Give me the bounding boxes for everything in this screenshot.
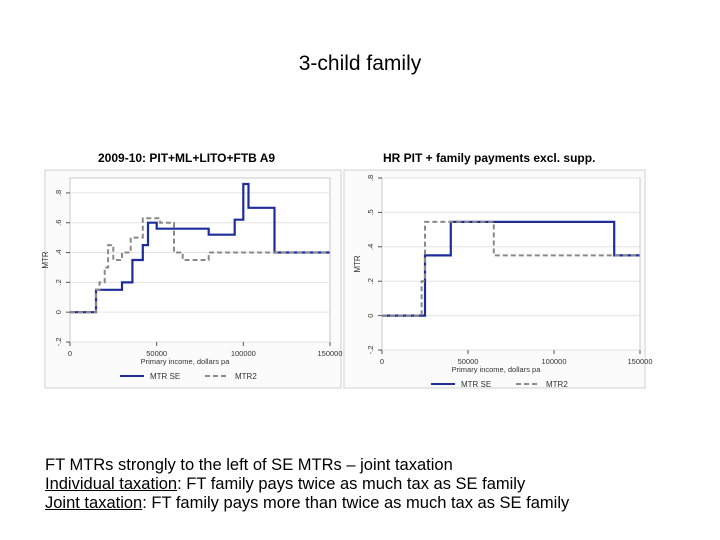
- x-axis-label: Primary income, dollars pa: [141, 357, 231, 366]
- y-tick-label: -.2: [366, 346, 375, 355]
- y-tick-label: 0: [366, 314, 375, 318]
- series-mtr-se-line: [70, 182, 330, 314]
- legend-label: MTR2: [235, 372, 257, 381]
- bullet-line-3-label: Joint taxation: [45, 494, 143, 512]
- x-tick-label: 100000: [231, 349, 256, 358]
- series-mtr2-line: [382, 220, 640, 317]
- series-mtr-se-line: [382, 220, 640, 317]
- x-tick-label: 150000: [317, 349, 342, 358]
- x-tick-label: 50000: [146, 349, 167, 358]
- legend-label: MTR SE: [150, 372, 180, 381]
- bullet-line-2-label: Individual taxation: [45, 475, 178, 493]
- chart-2-title: HR PIT + family payments excl. supp.: [383, 151, 596, 165]
- bullet-line-3: Joint taxation: FT family pays more than…: [45, 494, 569, 513]
- x-tick-label: 100000: [541, 357, 566, 366]
- legend-label: MTR SE: [461, 380, 491, 389]
- plot-area: [69, 177, 331, 343]
- y-tick-label: .4: [366, 244, 375, 250]
- bullet-line-1: FT MTRs strongly to the left of SE MTRs …: [45, 456, 453, 474]
- bullet-line-2: Individual taxation: FT family pays twic…: [45, 475, 569, 494]
- x-tick-label: 150000: [627, 357, 652, 366]
- y-tick-label: .2: [54, 279, 63, 285]
- bullet-line-3-text: : FT family pays more than twice as much…: [142, 494, 570, 512]
- y-tick-label: .4: [54, 249, 63, 255]
- y-tick-label: .8: [54, 190, 63, 196]
- legend-label: MTR2: [546, 380, 568, 389]
- y-axis-label: MTR: [41, 251, 50, 269]
- plot-area: [381, 177, 641, 351]
- x-axis-label: Primary income, dollars pa: [452, 365, 542, 374]
- x-tick-label: 50000: [458, 357, 479, 366]
- bullet-line-2-text: : FT family pays twice as much tax as SE…: [177, 475, 526, 493]
- y-tick-label: .2: [366, 278, 375, 284]
- slide-title: 3-child family: [298, 52, 422, 75]
- y-tick-label: .5: [366, 209, 375, 215]
- x-tick-label: 0: [68, 349, 72, 358]
- y-tick-label: .6: [54, 220, 63, 226]
- y-tick-label: -.2: [54, 338, 63, 347]
- chart-2: -.2 0 .2 .4 .5 .8 0 50000 100000 150000 MTR Primary…: [343, 169, 653, 389]
- x-tick-label: 0: [380, 357, 384, 366]
- y-axis-label: MTR: [353, 255, 362, 273]
- series-mtr2-line: [70, 217, 330, 314]
- y-tick-label: .8: [366, 175, 375, 181]
- y-tick-label: 0: [54, 310, 63, 314]
- chart-1-title: 2009-10: PIT+ML+LITO+FTB A9: [98, 151, 276, 165]
- bullet-text: FT MTRs strongly to the left of SE MTRs …: [45, 456, 569, 513]
- chart-1: -.2 0 .2 .4 .6 .8 0 50000 100000 150000 MTR Primary…: [41, 169, 343, 389]
